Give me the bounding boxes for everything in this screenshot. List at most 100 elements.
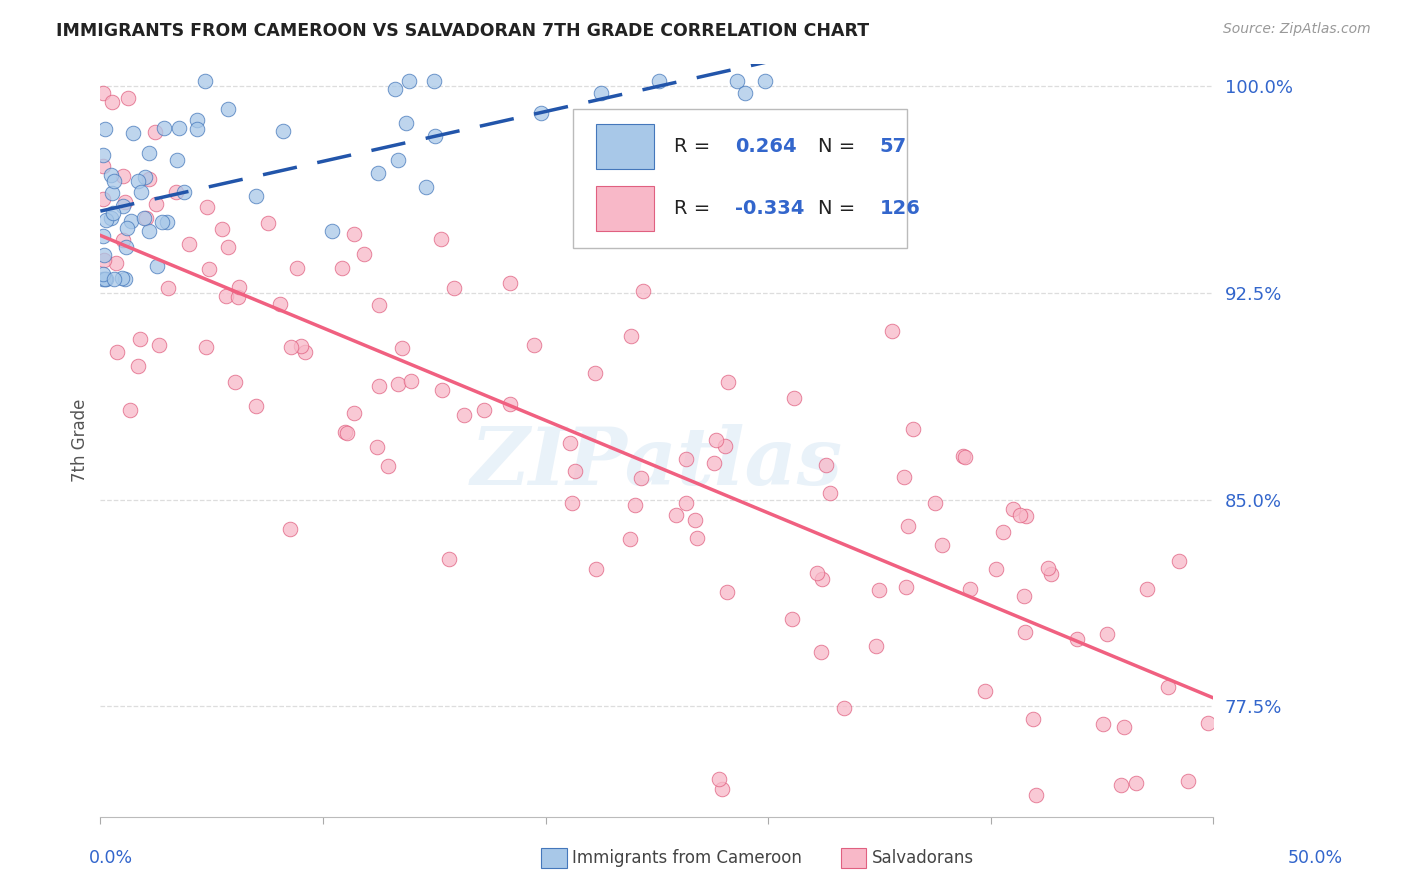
- Point: [1008, 508, 1031, 522]
- Point: [367, 166, 389, 180]
- Point: [387, 153, 409, 167]
- Point: [558, 435, 581, 450]
- Point: [754, 73, 776, 87]
- Point: [648, 73, 671, 87]
- Point: [498, 397, 520, 411]
- Point: [94, 272, 117, 286]
- Point: [1025, 788, 1047, 802]
- Point: [973, 684, 995, 698]
- Point: [91, 86, 114, 100]
- Point: [924, 496, 946, 510]
- Point: [1109, 778, 1132, 792]
- Point: [194, 73, 217, 87]
- Point: [122, 126, 145, 140]
- Point: [217, 240, 239, 254]
- Point: [153, 120, 176, 135]
- Point: [1197, 716, 1219, 731]
- Point: [1156, 680, 1178, 694]
- Point: [103, 272, 125, 286]
- Point: [91, 148, 114, 162]
- Point: [815, 458, 838, 472]
- Point: [806, 566, 828, 580]
- Point: [215, 289, 238, 303]
- Text: IMMIGRANTS FROM CAMEROON VS SALVADORAN 7TH GRADE CORRELATION CHART: IMMIGRANTS FROM CAMEROON VS SALVADORAN 7…: [56, 22, 869, 40]
- Point: [422, 73, 444, 87]
- Point: [285, 261, 308, 276]
- Point: [101, 95, 124, 109]
- Point: [138, 145, 160, 160]
- Point: [186, 112, 208, 127]
- Point: [368, 379, 391, 393]
- Point: [703, 456, 725, 470]
- Point: [105, 344, 128, 359]
- Point: [93, 252, 115, 267]
- Point: [195, 340, 218, 354]
- Point: [145, 125, 167, 139]
- Point: [523, 338, 546, 352]
- Bar: [596, 124, 654, 169]
- Bar: [596, 186, 654, 231]
- Point: [343, 406, 366, 420]
- Text: N =: N =: [818, 137, 862, 156]
- Point: [901, 421, 924, 435]
- Point: [716, 585, 738, 599]
- Text: -0.334: -0.334: [735, 199, 804, 218]
- Point: [105, 256, 128, 270]
- Point: [832, 701, 855, 715]
- Point: [173, 185, 195, 199]
- Point: [177, 236, 200, 251]
- Point: [443, 281, 465, 295]
- Point: [167, 120, 190, 135]
- Point: [714, 439, 737, 453]
- Point: [675, 451, 697, 466]
- Text: Immigrants from Cameroon: Immigrants from Cameroon: [572, 849, 801, 867]
- Point: [114, 240, 136, 254]
- Point: [1167, 554, 1189, 568]
- Point: [395, 115, 418, 129]
- Point: [103, 174, 125, 188]
- Point: [166, 153, 188, 167]
- Point: [321, 224, 343, 238]
- Point: [269, 297, 291, 311]
- Point: [121, 214, 143, 228]
- Text: 0.0%: 0.0%: [89, 849, 132, 867]
- Point: [955, 450, 977, 465]
- Point: [145, 196, 167, 211]
- Point: [146, 259, 169, 273]
- Point: [111, 169, 134, 183]
- Point: [96, 213, 118, 227]
- Point: [585, 562, 607, 576]
- Text: Source: ZipAtlas.com: Source: ZipAtlas.com: [1223, 22, 1371, 37]
- Point: [991, 524, 1014, 539]
- Point: [1014, 625, 1036, 640]
- Point: [706, 433, 728, 447]
- Point: [665, 508, 688, 523]
- Point: [165, 186, 187, 200]
- Point: [280, 340, 302, 354]
- Point: [117, 91, 139, 105]
- Point: [612, 138, 634, 153]
- Point: [631, 284, 654, 298]
- Point: [1114, 720, 1136, 734]
- Point: [127, 173, 149, 187]
- Point: [675, 496, 697, 510]
- Point: [342, 227, 364, 241]
- Point: [561, 496, 583, 510]
- Point: [620, 329, 643, 343]
- Point: [391, 341, 413, 355]
- Point: [135, 211, 157, 226]
- Text: 50.0%: 50.0%: [1288, 849, 1343, 867]
- Point: [1036, 560, 1059, 574]
- Point: [437, 552, 460, 566]
- Point: [897, 519, 920, 533]
- Point: [1136, 582, 1159, 597]
- Point: [195, 200, 218, 214]
- Point: [100, 186, 122, 200]
- Point: [780, 612, 803, 626]
- Point: [1066, 632, 1088, 646]
- Point: [707, 772, 730, 787]
- Point: [366, 440, 388, 454]
- Point: [624, 498, 647, 512]
- Point: [278, 522, 301, 536]
- Point: [591, 87, 613, 101]
